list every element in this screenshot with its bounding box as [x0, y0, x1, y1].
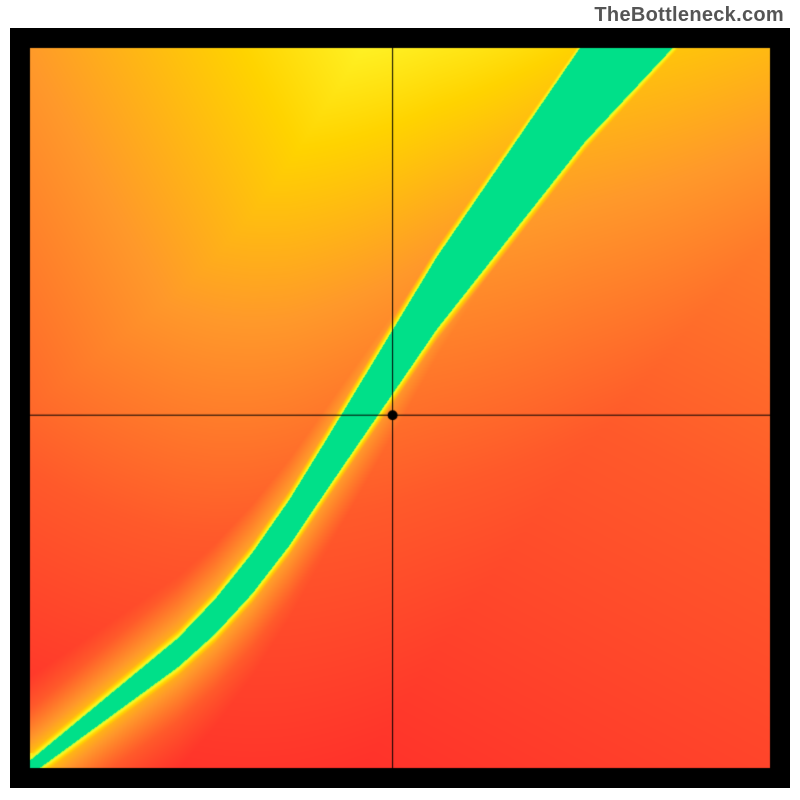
watermark-text: TheBottleneck.com: [594, 4, 784, 27]
bottleneck-heatmap: [10, 28, 790, 788]
heatmap-frame: [10, 28, 790, 788]
